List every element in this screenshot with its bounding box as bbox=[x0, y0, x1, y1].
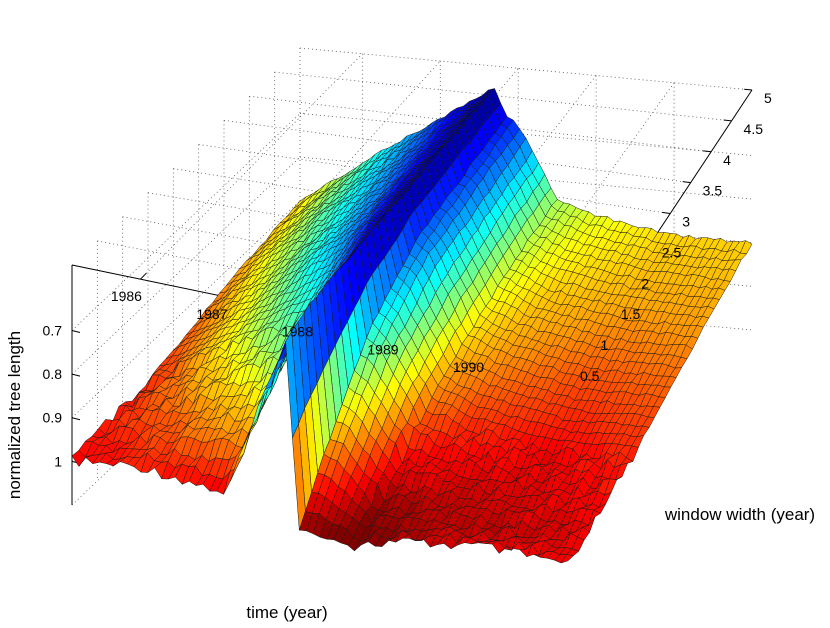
x-tick-label: 1987 bbox=[196, 306, 227, 322]
y-tick-mark bbox=[744, 88, 753, 91]
x-axis-title: time (year) bbox=[246, 603, 327, 622]
floor-grid-line bbox=[173, 168, 650, 245]
floor-grid-line bbox=[274, 71, 732, 122]
side-wall-grid-line bbox=[71, 156, 301, 375]
z-tick-mark bbox=[71, 329, 81, 333]
floor-grid-line bbox=[223, 119, 691, 184]
x-tick-label: 1988 bbox=[282, 324, 313, 340]
y-tick-mark bbox=[703, 150, 712, 153]
y-tick-label: 4.5 bbox=[744, 121, 764, 137]
x-tick-label: 1986 bbox=[111, 288, 142, 304]
z-tick-label: 0.9 bbox=[43, 410, 63, 426]
z-axis-title: normalized tree length bbox=[5, 331, 24, 499]
z-tick-label: 1 bbox=[54, 453, 62, 469]
y-axis-title: window width (year) bbox=[664, 505, 815, 524]
z-tick-label: 0.7 bbox=[43, 322, 63, 338]
y-tick-label: 0.5 bbox=[580, 368, 600, 384]
y-tick-label: 3.5 bbox=[703, 183, 723, 199]
x-tick-label: 1990 bbox=[453, 359, 484, 375]
side-wall-grid-line bbox=[71, 287, 301, 506]
floor-grid-line bbox=[299, 47, 753, 91]
y-tick-label: 2.5 bbox=[662, 244, 682, 260]
y-tick-label: 1.5 bbox=[621, 306, 641, 322]
y-tick-label: 3 bbox=[682, 214, 690, 230]
z-tick-label: 0.8 bbox=[43, 366, 63, 382]
y-tick-label: 5 bbox=[764, 90, 772, 106]
y-tick-mark bbox=[662, 211, 671, 215]
surface-mesh bbox=[71, 88, 753, 564]
z-tick-mark bbox=[71, 417, 81, 421]
floor-grid-line bbox=[140, 53, 363, 280]
x-tick-label: 1989 bbox=[367, 341, 398, 357]
z-tick-mark bbox=[71, 373, 81, 377]
surface-patch bbox=[560, 554, 574, 564]
tick-labels: 198619871988198919900.511.522.533.544.55… bbox=[43, 90, 772, 469]
side-wall-grid-line bbox=[71, 113, 301, 331]
y-tick-label: 4 bbox=[723, 152, 731, 168]
y-tick-label: 2 bbox=[641, 275, 649, 291]
x-tick-mark bbox=[140, 272, 147, 280]
y-tick-mark bbox=[723, 119, 732, 122]
side-wall-grid-line bbox=[71, 200, 301, 419]
y-tick-label: 1 bbox=[600, 337, 608, 353]
y-tick-mark bbox=[682, 181, 691, 184]
